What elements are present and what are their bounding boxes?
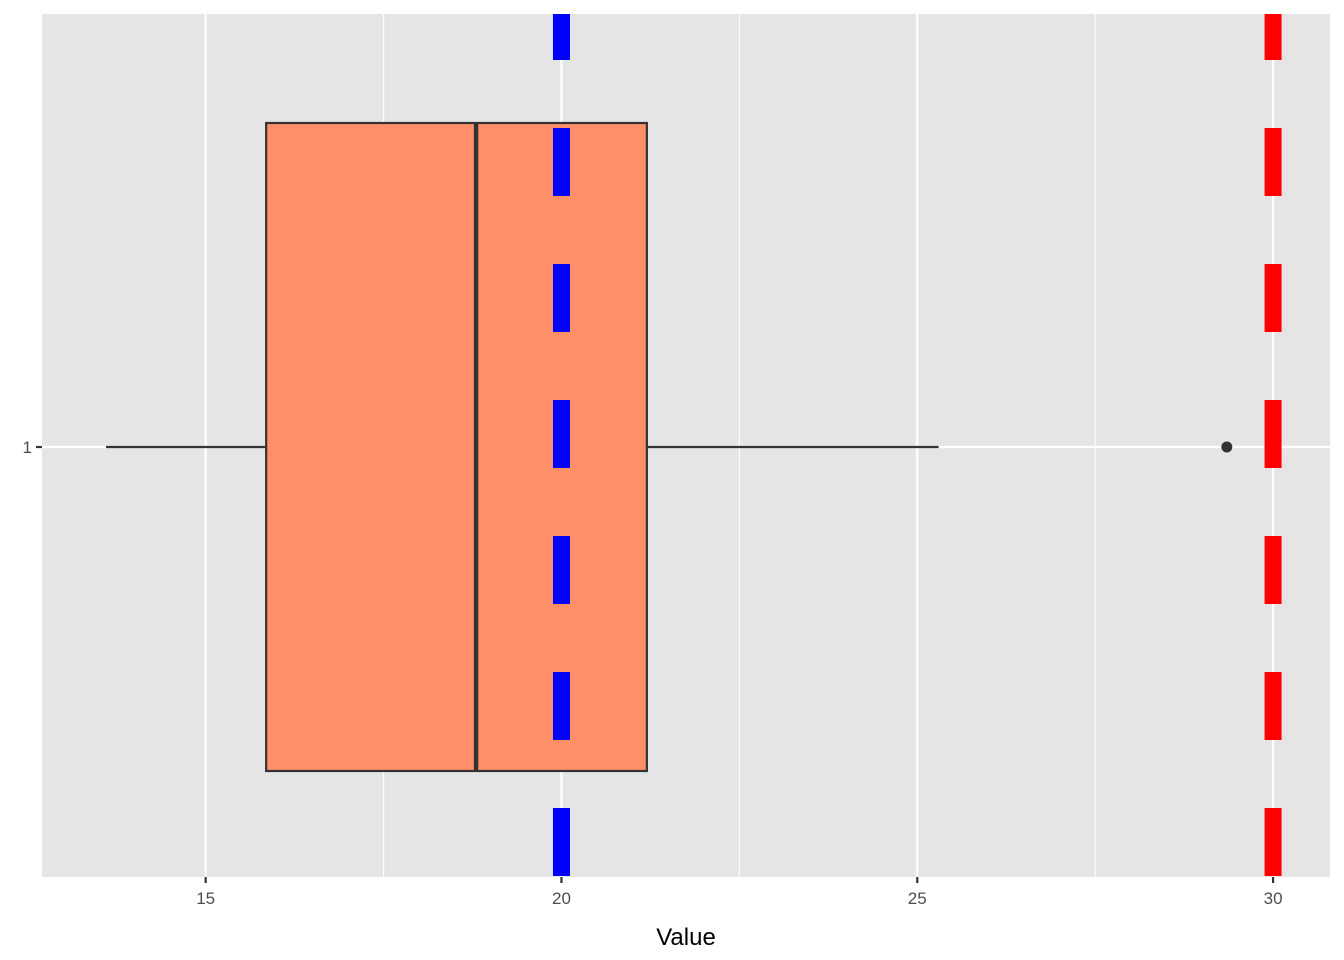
outlier-point bbox=[1221, 441, 1233, 453]
plot-panel bbox=[42, 14, 1330, 877]
outlier-points bbox=[1221, 441, 1233, 453]
y-axis: 1 bbox=[23, 438, 42, 457]
x-tick-label: 20 bbox=[552, 889, 571, 908]
x-axis: 15 20 25 30 bbox=[196, 877, 1283, 908]
box-iqr bbox=[265, 121, 648, 773]
x-tick-label: 30 bbox=[1264, 889, 1283, 908]
y-tick-label: 1 bbox=[23, 438, 32, 457]
reference-lines bbox=[552, 14, 1282, 877]
x-axis-title: Value bbox=[656, 924, 716, 951]
x-tick-label: 15 bbox=[196, 889, 215, 908]
x-tick-label: 25 bbox=[908, 889, 927, 908]
